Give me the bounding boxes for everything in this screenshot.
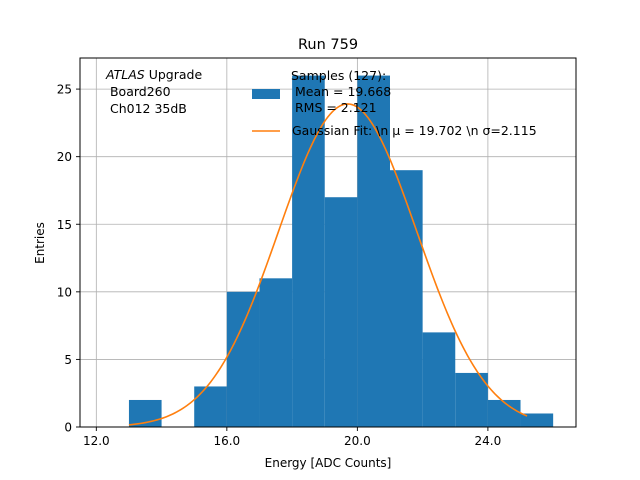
y-axis-label: Entries (33, 222, 47, 264)
legend-hist-line-2: Mean = 19.668 (291, 84, 391, 99)
y-tick-label-2: 10 (57, 285, 72, 299)
gaussian-fit (128, 103, 528, 426)
legend: Samples (127): Mean = 19.668 RMS = 2.121… (252, 68, 537, 138)
axis-ticks: 12.0 16.0 20.0 24.0 0 5 10 15 20 25 (57, 83, 502, 448)
histogram-bar-11 (487, 399, 521, 427)
axes-frame (79, 57, 577, 428)
legend-hist-line-1: Samples (127): (291, 68, 386, 83)
histogram-bar-10 (455, 372, 488, 427)
histogram-bar-12 (520, 413, 554, 427)
legend-hist-line-3: RMS = 2.121 (291, 100, 377, 115)
legend-fit-label: Gaussian Fit: \n μ = 19.702 \n σ=2.115 (292, 123, 537, 138)
gaussian-fit-line (128, 103, 528, 426)
legend-hist-swatch (252, 89, 280, 99)
y-tick-label-5: 25 (57, 83, 72, 97)
histogram-bars (128, 75, 554, 428)
chart-title: Run 759 (298, 37, 358, 53)
x-tick-label-1: 16.0 (213, 434, 240, 448)
svg-text:ATLAS Upgrade: ATLAS Upgrade (105, 67, 202, 82)
x-axis-label: Energy [ADC Counts] (265, 456, 392, 470)
histogram-bar-7 (357, 75, 390, 428)
annotation-upgrade: Upgrade (145, 67, 203, 82)
histogram-bar-3 (226, 291, 260, 427)
histogram-bar-9 (422, 332, 456, 427)
x-tick-label-2: 20.0 (344, 434, 371, 448)
annotation-atlas: ATLAS (105, 67, 145, 82)
annotation-channel: Ch012 35dB (106, 101, 187, 116)
x-tick-label-3: 24.0 (475, 434, 502, 448)
histogram-bar-6 (324, 197, 358, 427)
y-tick-label-0: 0 (64, 421, 72, 435)
experiment-annotation: ATLAS Upgrade Board260 Ch012 35dB (105, 67, 202, 116)
y-tick-label-1: 5 (64, 353, 72, 367)
histogram-bar-2 (194, 386, 227, 427)
histogram-bar-8 (390, 170, 423, 427)
annotation-board: Board260 (106, 84, 171, 99)
histogram-bar-5 (292, 75, 325, 428)
histogram-bar-4 (259, 278, 293, 427)
x-tick-label-0: 12.0 (83, 434, 110, 448)
y-tick-label-4: 20 (57, 150, 72, 164)
y-tick-label-3: 15 (57, 218, 72, 232)
